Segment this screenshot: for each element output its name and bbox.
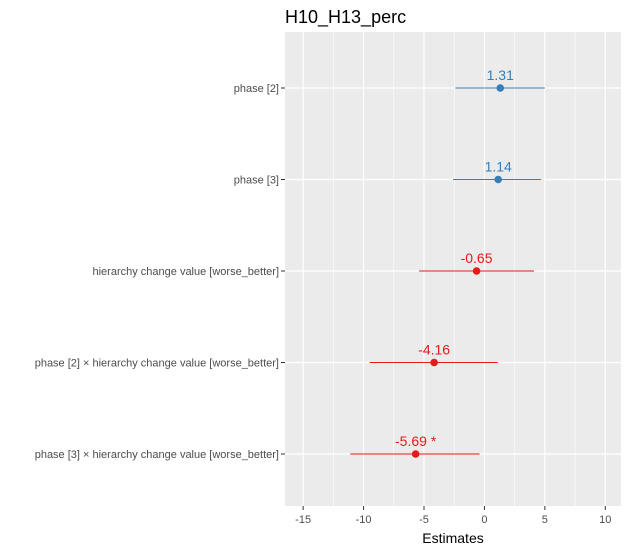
x-tick-label: -5 <box>419 514 429 526</box>
y-tick-label: phase [3] <box>234 175 279 187</box>
estimate-value-label: 1.31 <box>487 67 514 83</box>
estimate-value-label: 1.14 <box>485 159 512 175</box>
estimate-point <box>430 358 438 367</box>
x-tick-label: -15 <box>295 514 311 526</box>
minor-gridlines <box>333 32 576 506</box>
x-tick-label: 10 <box>599 514 611 526</box>
estimate-value-label: -5.69 * <box>395 433 437 449</box>
chart-title: H10_H13_perc <box>285 7 406 28</box>
x-axis-label: Estimates <box>422 530 483 546</box>
plot-panel <box>285 32 621 506</box>
estimate-value-label: -0.65 <box>461 250 493 266</box>
y-tick-label: phase [2] × hierarchy change value [wors… <box>35 358 279 370</box>
estimate-point <box>496 84 505 92</box>
y-tick-label: hierarchy change value [worse_better] <box>93 266 280 278</box>
estimate-value-label: -4.16 <box>418 342 450 358</box>
x-axis: -15 -10 -5 0 5 10 <box>295 506 611 526</box>
y-tick-label: phase [2] <box>234 83 279 95</box>
y-tick-label: phase [3] × hierarchy change value [wors… <box>35 449 279 461</box>
x-tick-label: 0 <box>481 514 487 526</box>
y-axis: phase [2] phase [3] hierarchy change value… <box>35 83 285 461</box>
estimate-point <box>411 450 420 458</box>
x-tick-label: -10 <box>356 514 372 526</box>
estimate-point <box>472 267 481 275</box>
estimate-series: 1.31 1.14 -0.65 -4.16 -5.69 * <box>350 67 545 458</box>
estimate-point <box>494 175 503 184</box>
x-tick-label: 5 <box>542 514 548 526</box>
